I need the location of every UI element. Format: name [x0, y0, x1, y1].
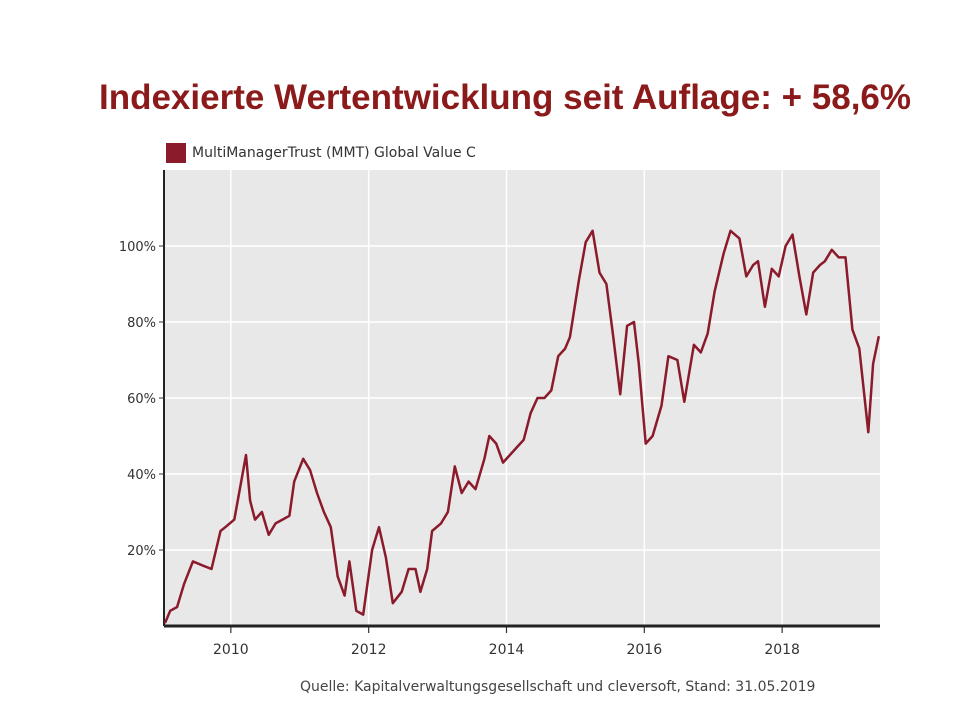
x-tick-label: 2016 — [626, 642, 662, 658]
x-tick-label: 2014 — [489, 642, 525, 658]
x-tick-label: 2018 — [764, 642, 800, 658]
x-tick-label: 2010 — [213, 642, 249, 658]
y-tick-label: 40% — [127, 468, 156, 483]
y-tick-label: 100% — [119, 240, 156, 255]
series-line-0 — [164, 229, 880, 624]
page-title: Indexierte Wertentwicklung seit Auflage:… — [98, 78, 912, 117]
y-tick-label: 60% — [127, 392, 156, 407]
x-tick-label: 2012 — [351, 642, 387, 658]
chart-legend: MultiManagerTrust (MMT) Global Value C — [166, 143, 476, 163]
legend-swatch — [166, 143, 186, 163]
source-note: Quelle: Kapitalverwaltungsgesellschaft u… — [300, 679, 816, 695]
y-tick-label: 20% — [127, 544, 156, 559]
y-tick-label: 80% — [127, 316, 156, 331]
legend-label: MultiManagerTrust (MMT) Global Value C — [192, 145, 476, 161]
